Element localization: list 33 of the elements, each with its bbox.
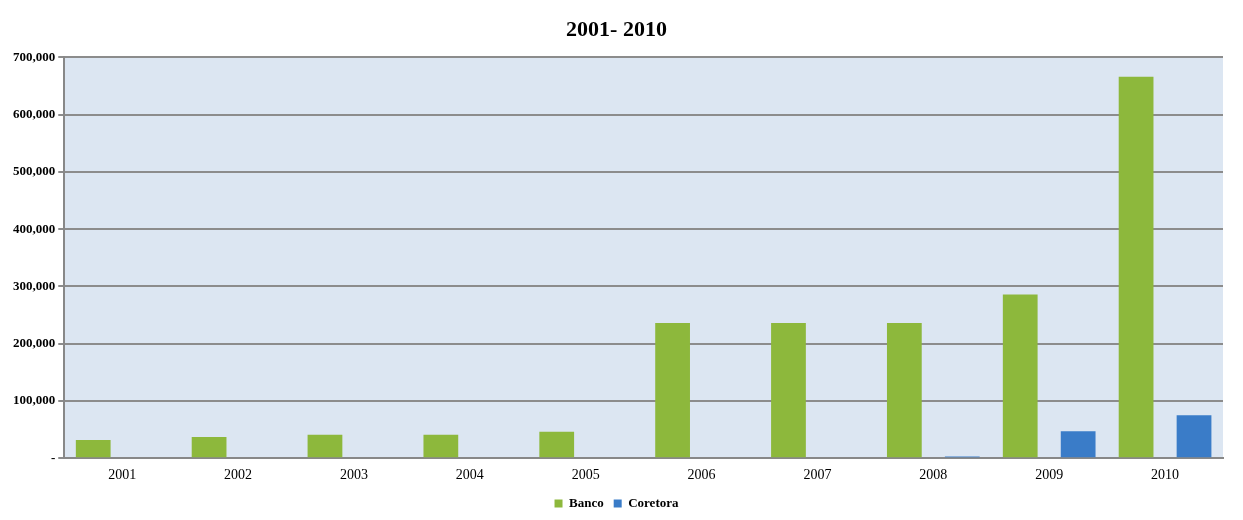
x-tick-label: 2001 xyxy=(108,467,137,483)
x-tick-label: 2006 xyxy=(687,467,716,483)
bar xyxy=(307,434,343,458)
y-tick-label: 700,000 xyxy=(13,48,56,64)
y-tick-label: 100,000 xyxy=(13,392,56,408)
y-tick-label: - xyxy=(50,449,56,465)
chart-title: 2001- 2010 xyxy=(566,15,667,41)
bar xyxy=(75,439,111,458)
bar xyxy=(1118,76,1154,458)
x-tick-label: 2007 xyxy=(803,467,832,483)
x-tick-label: 2004 xyxy=(455,467,484,483)
bar xyxy=(1002,294,1038,458)
bar xyxy=(1176,415,1212,458)
x-tick-label: 2003 xyxy=(339,467,368,483)
bar xyxy=(191,437,227,458)
bar xyxy=(771,323,806,458)
x-tick-label: 2005 xyxy=(571,467,600,483)
y-tick-label: 300,000 xyxy=(13,277,56,293)
legend-label: Coretora xyxy=(628,494,679,510)
bar xyxy=(423,434,459,458)
x-tick-label: 2002 xyxy=(224,467,253,483)
bar xyxy=(655,323,690,458)
legend-label: Banco xyxy=(569,494,604,510)
x-tick-label: 2010 xyxy=(1151,467,1180,483)
bar xyxy=(1060,431,1096,458)
y-tick-label: 200,000 xyxy=(13,335,56,351)
y-tick-label: 400,000 xyxy=(13,220,56,236)
bar xyxy=(539,431,575,458)
x-tick-label: 2009 xyxy=(1035,467,1064,483)
x-tick-label: 2008 xyxy=(919,467,948,483)
y-tick-label: 600,000 xyxy=(13,106,56,122)
y-tick-label: 500,000 xyxy=(13,163,56,179)
bar xyxy=(886,323,922,458)
